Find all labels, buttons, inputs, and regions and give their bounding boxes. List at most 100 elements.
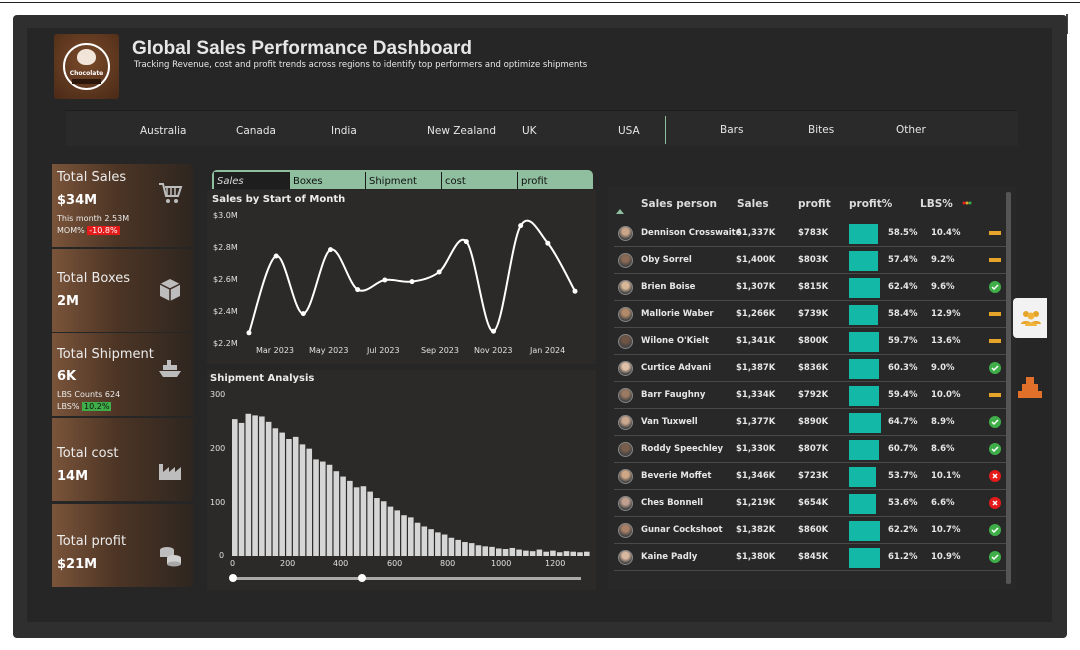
- histogram-bar[interactable]: [448, 537, 455, 556]
- table-row[interactable]: Dennison Crosswaite $1,337K $783K 58.5% 10.4…: [614, 220, 1007, 247]
- histogram-bar[interactable]: [489, 546, 495, 556]
- slider-handle-left[interactable]: [229, 574, 237, 582]
- filter-region-new-zealand[interactable]: New Zealand: [427, 125, 496, 137]
- col-header-profit-pct[interactable]: profit%: [849, 198, 893, 210]
- histogram-bar[interactable]: [232, 419, 238, 556]
- kpi-total-boxes[interactable]: Total Boxes 2M: [52, 249, 193, 332]
- tab-sales[interactable]: Sales: [214, 172, 290, 189]
- tab-cost[interactable]: cost: [441, 172, 517, 189]
- histogram-bar[interactable]: [286, 439, 292, 556]
- histogram-bar[interactable]: [523, 550, 529, 556]
- sales-data-point[interactable]: [246, 330, 252, 336]
- histogram-bar[interactable]: [340, 476, 346, 556]
- histogram-bar[interactable]: [435, 532, 441, 556]
- tab-shipment[interactable]: Shipment: [365, 172, 441, 189]
- histogram-bar[interactable]: [401, 515, 407, 556]
- sales-data-point[interactable]: [518, 223, 524, 229]
- histogram-bar[interactable]: [455, 539, 461, 556]
- people-nav-button[interactable]: [1013, 298, 1047, 338]
- histogram-bar[interactable]: [238, 422, 245, 556]
- histogram-bar[interactable]: [299, 444, 306, 556]
- histogram-bar[interactable]: [543, 551, 549, 556]
- table-row[interactable]: Ches Bonnell $1,219K $654K 53.6% 6.6%: [614, 490, 1007, 517]
- table-row[interactable]: Mallorie Waber $1,266K $739K 58.4% 12.9%: [614, 301, 1007, 328]
- histogram-bar[interactable]: [272, 428, 279, 556]
- histogram-bar[interactable]: [380, 501, 387, 556]
- histogram-bar[interactable]: [394, 510, 401, 556]
- table-row[interactable]: Oby Sorrel $1,400K $803K 57.4% 9.2%: [614, 247, 1007, 274]
- histogram-bar[interactable]: [320, 461, 326, 556]
- histogram-bar[interactable]: [563, 551, 570, 556]
- histogram-bar[interactable]: [387, 506, 394, 556]
- sales-data-point[interactable]: [545, 240, 551, 246]
- histogram-bar[interactable]: [441, 534, 448, 556]
- sort-up-icon[interactable]: [615, 208, 625, 214]
- filter-region-india[interactable]: India: [331, 125, 357, 137]
- histogram-bar[interactable]: [313, 459, 319, 556]
- sales-data-point[interactable]: [300, 311, 306, 317]
- table-row[interactable]: Kaine Padly $1,380K $845K 61.2% 10.9%: [614, 544, 1007, 571]
- col-header-lbs-pct[interactable]: LBS%: [920, 198, 953, 210]
- table-scrollbar[interactable]: [1006, 192, 1011, 584]
- filter-category-bars[interactable]: Bars: [720, 124, 744, 136]
- table-row[interactable]: Beverie Moffet $1,346K $723K 53.7% 10.1%: [614, 463, 1007, 490]
- kpi-total-sales[interactable]: Total Sales $34M This month 2.53M MOM% -…: [52, 164, 193, 247]
- col-header-sales[interactable]: Sales: [737, 198, 769, 210]
- histogram-bar[interactable]: [306, 448, 313, 556]
- sales-data-point[interactable]: [572, 288, 578, 294]
- histogram-bar[interactable]: [468, 543, 475, 556]
- histogram-bar[interactable]: [414, 522, 421, 556]
- inventory-nav-button[interactable]: [1013, 370, 1047, 408]
- histogram-bar[interactable]: [516, 549, 522, 556]
- histogram-bar[interactable]: [333, 471, 340, 556]
- filter-category-other[interactable]: Other: [896, 124, 926, 136]
- histogram-bar[interactable]: [577, 552, 583, 556]
- filter-region-canada[interactable]: Canada: [236, 125, 276, 137]
- sales-data-point[interactable]: [273, 253, 279, 259]
- table-row[interactable]: Barr Faughny $1,334K $792K 59.4% 10.0%: [614, 382, 1007, 409]
- histogram-range-slider[interactable]: [232, 577, 581, 580]
- histogram-bar[interactable]: [353, 487, 360, 556]
- table-row[interactable]: Van Tuxwell $1,377K $890K 64.7% 8.9%: [614, 409, 1007, 436]
- sales-data-point[interactable]: [355, 287, 361, 293]
- table-row[interactable]: Brien Boise $1,307K $815K 62.4% 9.6%: [614, 274, 1007, 301]
- table-row[interactable]: Gunar Cockshoot $1,382K $860K 62.2% 10.7%: [614, 517, 1007, 544]
- col-header-profit[interactable]: profit: [798, 198, 831, 210]
- histogram-bar[interactable]: [408, 517, 414, 556]
- sales-data-point[interactable]: [328, 247, 333, 253]
- histogram-bar[interactable]: [475, 545, 482, 556]
- histogram-bar[interactable]: [570, 551, 577, 556]
- histogram-bar[interactable]: [550, 550, 556, 556]
- histogram-bar[interactable]: [482, 546, 489, 556]
- histogram-bar[interactable]: [279, 432, 285, 556]
- sales-data-point[interactable]: [436, 269, 442, 275]
- sales-data-point[interactable]: [382, 277, 388, 283]
- filter-region-usa[interactable]: USA: [618, 125, 640, 137]
- tab-profit[interactable]: profit: [517, 172, 593, 189]
- histogram-bar[interactable]: [584, 551, 590, 556]
- sales-data-point[interactable]: [491, 328, 496, 334]
- filter-region-uk[interactable]: UK: [522, 125, 537, 137]
- histogram-bar[interactable]: [496, 548, 502, 556]
- kpi-total-cost[interactable]: Total cost 14M: [52, 418, 193, 501]
- histogram-bar[interactable]: [259, 416, 265, 556]
- slider-handle-right[interactable]: [358, 574, 366, 582]
- histogram-bar[interactable]: [536, 549, 543, 556]
- table-row[interactable]: Curtice Advani $1,387K $836K 60.3% 9.0%: [614, 355, 1007, 382]
- sales-data-point[interactable]: [463, 239, 469, 245]
- histogram-bar[interactable]: [252, 415, 258, 556]
- histogram-bar[interactable]: [509, 547, 516, 556]
- histogram-bar[interactable]: [360, 486, 367, 556]
- kpi-total-profit[interactable]: Total profit $21M: [52, 504, 193, 587]
- filter-category-bites[interactable]: Bites: [808, 124, 835, 136]
- tab-boxes[interactable]: Boxes: [293, 176, 323, 187]
- histogram-bar[interactable]: [556, 552, 563, 556]
- histogram-bar[interactable]: [374, 498, 380, 556]
- histogram-bar[interactable]: [265, 421, 272, 556]
- histogram-bar[interactable]: [326, 464, 333, 556]
- histogram-bar[interactable]: [529, 551, 536, 556]
- histogram-bar[interactable]: [421, 526, 428, 556]
- sales-data-point[interactable]: [409, 279, 415, 285]
- filter-region-australia[interactable]: Australia: [140, 125, 187, 137]
- histogram-bar[interactable]: [245, 413, 252, 556]
